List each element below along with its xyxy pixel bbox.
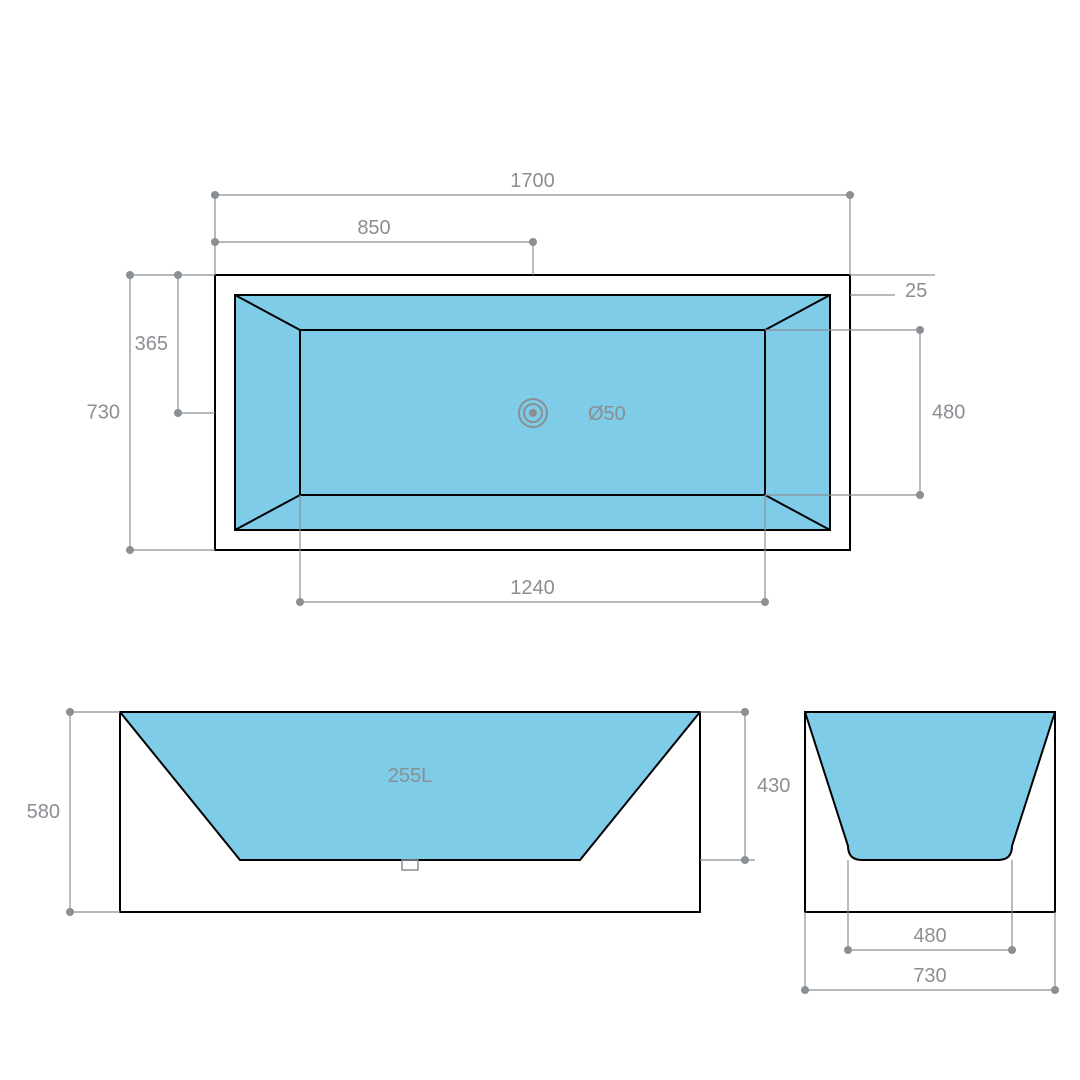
dimension-label: 480	[913, 925, 946, 947]
dimension-label: 580	[27, 801, 60, 823]
dimension-label: 480	[932, 402, 965, 424]
dimension-label: 365	[135, 333, 168, 355]
dimension-label: 25	[905, 280, 927, 302]
dimension-label: 730	[913, 965, 946, 987]
technical-drawing: Ø50 1700 850 25 730 365 480 1240 255L 580 430 480 73…	[0, 0, 1080, 1080]
dimension-label: 850	[357, 217, 390, 239]
drain-diameter-label: Ø50	[588, 403, 626, 425]
dimension-label: 730	[87, 402, 120, 424]
volume-label: 255L	[388, 765, 433, 787]
dimension-label: 1700	[510, 170, 555, 192]
end-water-fill	[805, 712, 1055, 860]
side-drain-icon	[402, 860, 418, 870]
dimension-label: 430	[757, 775, 790, 797]
dimension-label: 1240	[510, 577, 555, 599]
